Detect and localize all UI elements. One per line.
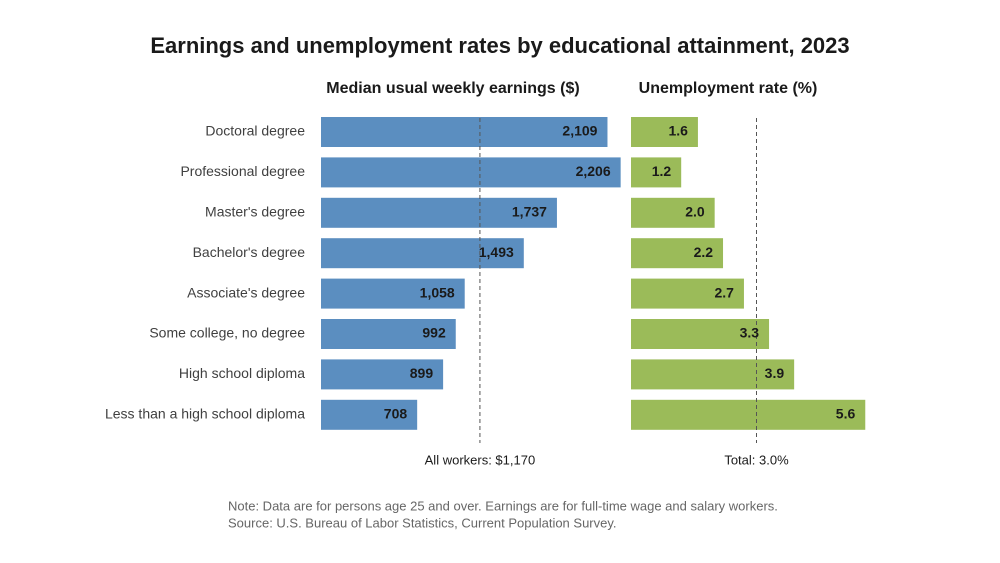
category-label: Some college, no degree [149,325,305,341]
bar [321,238,524,269]
reference-label: Total: 3.0% [724,452,789,467]
bar [631,157,682,188]
value-label: 1.6 [668,123,688,139]
reference-label: All workers: $1,170 [425,452,536,467]
value-label: 992 [422,325,446,341]
value-label: 3.9 [765,365,785,381]
category-label: Less than a high school diploma [105,406,305,422]
value-label: 899 [410,365,434,381]
value-label: 2.7 [714,284,734,300]
bar [321,399,418,430]
category-label: Associate's degree [187,284,305,300]
value-label: 708 [384,406,408,422]
category-label: Master's degree [205,204,305,220]
source: Source: U.S. Bureau of Labor Statistics,… [228,515,617,530]
value-label: 2.2 [694,244,714,260]
value-label: 1,058 [420,284,455,300]
bar [631,117,698,147]
category-label: Bachelor's degree [193,244,306,260]
panel-subtitle: Unemployment rate (%) [639,80,818,97]
bar [631,278,744,309]
panel-subtitle: Median usual weekly earnings ($) [326,80,579,97]
value-label: 1.2 [652,163,672,179]
value-label: 2,109 [562,123,597,139]
bar [631,319,770,349]
bar [321,278,465,309]
bar [321,117,608,147]
value-label: 2,206 [576,163,611,179]
bar [631,359,795,390]
bar [321,319,456,349]
note: Note: Data are for persons age 25 and ov… [228,498,778,513]
value-label: 3.3 [740,325,760,341]
value-label: 1,493 [479,244,514,260]
category-label: Doctoral degree [205,123,305,139]
value-label: 2.0 [685,204,705,220]
value-label: 1,737 [512,204,547,220]
bar [631,197,715,228]
bar [321,197,557,228]
category-label: High school diploma [179,365,305,381]
value-label: 5.6 [836,406,856,422]
category-label: Professional degree [180,163,305,179]
bar [631,238,724,269]
bar [321,157,621,188]
bar [321,359,444,390]
chart-title: Earnings and unemployment rates by educa… [150,33,849,58]
bar [631,399,866,430]
